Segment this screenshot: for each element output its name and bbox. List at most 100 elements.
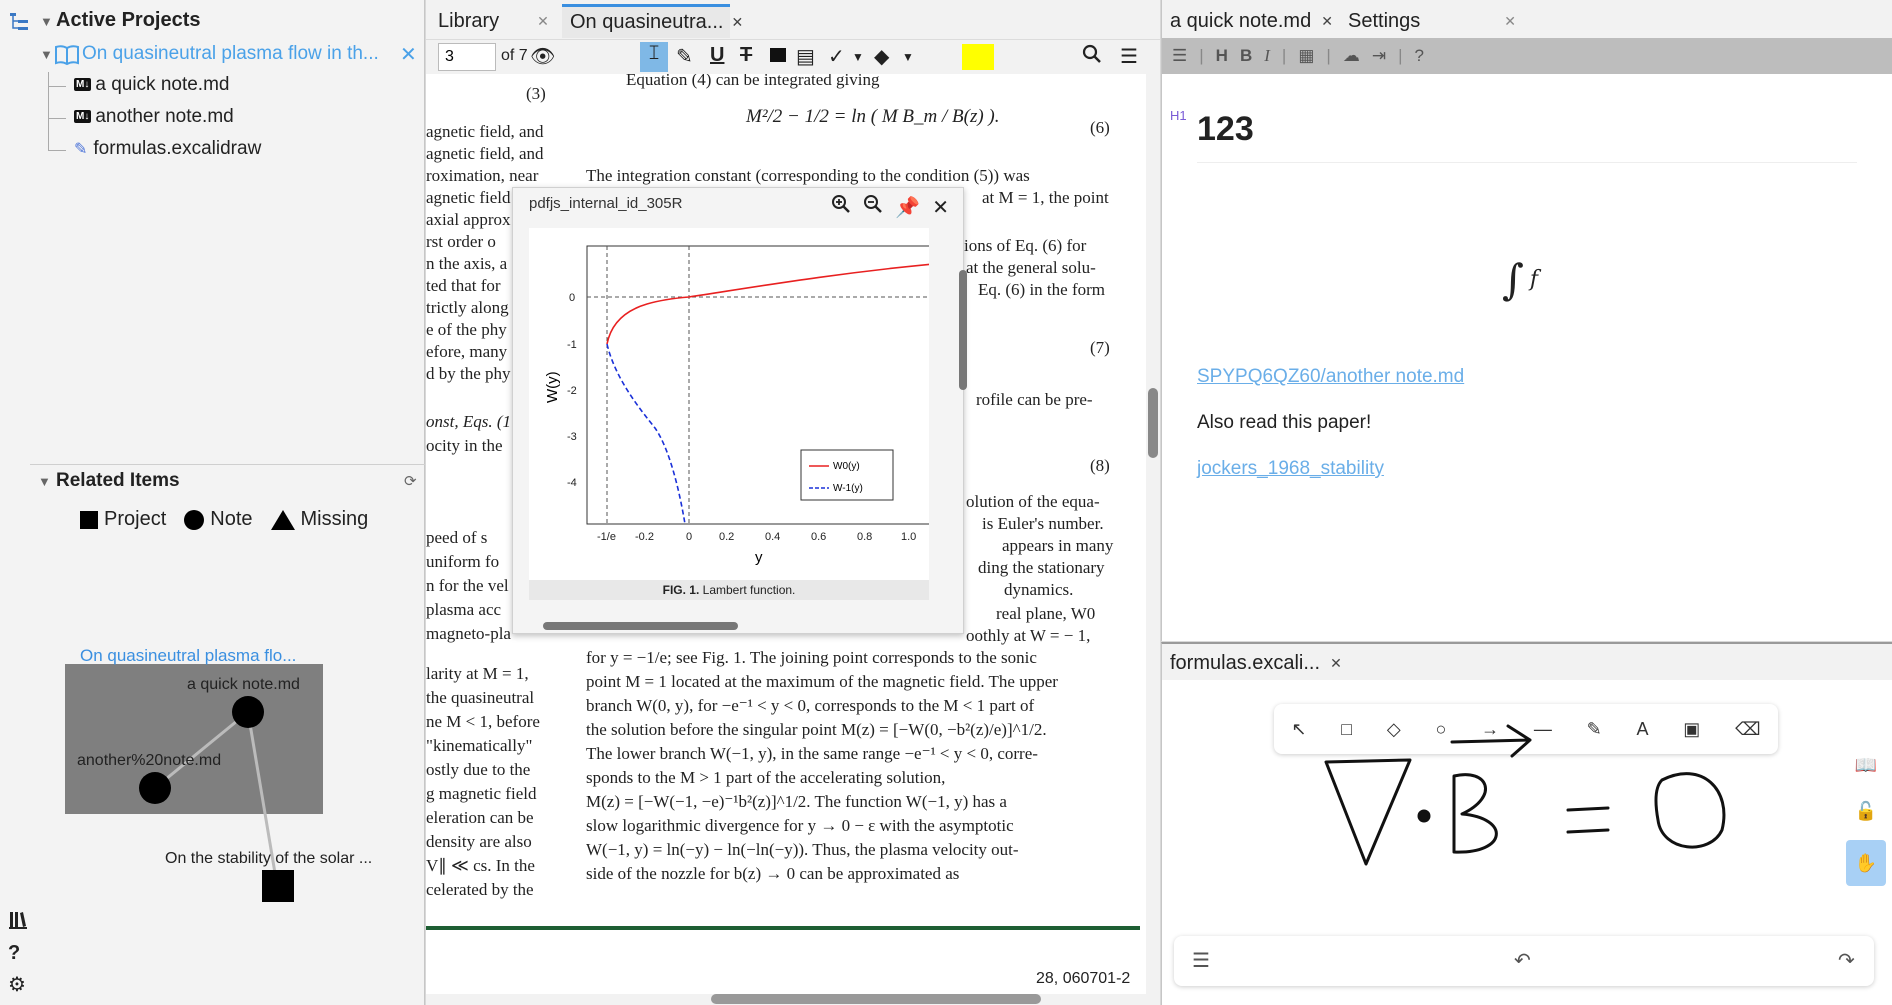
tab-label[interactable]: a quick note.md (1170, 9, 1312, 32)
tab-label[interactable]: Library (438, 9, 500, 32)
help-icon[interactable]: ? (8, 942, 21, 964)
pdf-line: larity at M = 1, (426, 664, 529, 683)
graph-project-title[interactable]: On quasineutral plasma flo... (80, 646, 297, 665)
undo-icon[interactable]: ↶ (1514, 950, 1531, 972)
close-tab-icon[interactable]: ✕ (537, 12, 549, 29)
menu-icon[interactable]: ☰ (1192, 950, 1210, 972)
line-tool-icon[interactable]: — (1533, 718, 1552, 739)
text-cursor-icon[interactable]: 𝙸 (640, 42, 668, 72)
graph-node-another-note[interactable] (139, 772, 171, 804)
figure-popup[interactable]: pdfjs_internal_id_305R 📌 ✕ 0 -1 (512, 187, 967, 634)
zoom-in-icon[interactable] (831, 194, 851, 220)
note-link-another-note[interactable]: SPYPQ6QZ60/another note.md (1197, 366, 1465, 387)
redo-icon[interactable]: ↷ (1838, 950, 1855, 972)
eraser-tool-icon[interactable]: ⌫ (1735, 718, 1761, 739)
ellipse-tool-icon[interactable]: ○ (1435, 718, 1447, 739)
hand-icon[interactable]: ✋ (1846, 840, 1886, 886)
tab-quick-note[interactable]: a quick note.md ✕ (1170, 4, 1333, 38)
page-number-input[interactable] (438, 43, 496, 71)
close-tab-icon[interactable]: ✕ (1504, 12, 1516, 29)
project-label[interactable]: On quasineutral plasma flow in th... (82, 43, 379, 64)
tree-item-quick-note[interactable]: M↓ a quick note.md (74, 74, 229, 96)
strikethrough-icon[interactable]: T (740, 44, 753, 66)
tab-settings[interactable]: Settings ✕ (1348, 4, 1516, 38)
legend-label: Missing (300, 508, 369, 530)
pdf-vertical-scrollbar[interactable] (1148, 388, 1158, 458)
pdf-horizontal-scrollbar[interactable] (711, 994, 1041, 1004)
graph-node-quick-note[interactable] (232, 696, 264, 728)
related-graph[interactable]: On quasineutral plasma flo... a quick no… (0, 640, 425, 920)
tree-item-label[interactable]: another note.md (95, 106, 234, 127)
pencil-tool-icon[interactable]: ✎ (1586, 718, 1602, 739)
related-caret-icon[interactable]: ▼ (38, 474, 51, 489)
square-icon (80, 510, 98, 529)
table-icon[interactable]: ▦ (1298, 46, 1315, 65)
chevron-down-icon[interactable]: ▼ (852, 50, 864, 64)
close-tab-icon[interactable]: ✕ (1321, 12, 1333, 29)
diamond-tool-icon[interactable]: ◇ (1386, 718, 1401, 739)
toolbar-separator: | (1281, 46, 1287, 65)
eye-icon[interactable]: 👁 (530, 46, 556, 68)
export-icon[interactable]: ⇥ (1371, 46, 1387, 65)
popup-vertical-scrollbar[interactable] (959, 270, 967, 390)
eraser-icon[interactable]: ◆ (874, 46, 890, 68)
pdf-line: rst order o (426, 232, 496, 251)
project-caret-icon[interactable]: ▼ (40, 47, 53, 62)
close-tab-icon[interactable]: ✕ (731, 14, 744, 30)
comment-icon[interactable]: ▤ (796, 46, 815, 68)
tree-view-icon[interactable] (8, 10, 30, 32)
tree-item-another-note[interactable]: M↓ another note.md (74, 106, 234, 128)
zoom-out-icon[interactable] (863, 194, 883, 220)
pdf-line: is Euler's number. (982, 514, 1104, 533)
lock-icon[interactable]: 🔓 (1854, 800, 1878, 821)
image-tool-icon[interactable]: ▣ (1683, 718, 1701, 739)
italic-icon[interactable]: I (1264, 46, 1270, 65)
bold-icon[interactable]: B (1239, 46, 1253, 65)
y-axis-label: W(y) (544, 371, 561, 403)
tab-label[interactable]: Settings (1348, 9, 1421, 32)
help-icon[interactable]: ? (1414, 46, 1424, 65)
library-icon[interactable] (8, 910, 28, 936)
outline-list-icon[interactable]: ☰ (1120, 46, 1138, 68)
graph-node-solar-paper[interactable] (262, 870, 294, 902)
highlight-color-swatch[interactable] (962, 44, 994, 70)
book-icon (54, 44, 80, 72)
close-tab-icon[interactable]: ✕ (1330, 654, 1342, 671)
tab-label[interactable]: On quasineutra... (570, 11, 724, 33)
library-book-icon[interactable]: 📖 (1854, 754, 1878, 775)
collapse-caret-icon[interactable]: ▼ (40, 14, 53, 29)
pdf-toolbar: of 7 👁 𝙸 ✎ U T ▤ ✓ ▼ ◆ ▼ ☰ (426, 40, 1160, 74)
close-project-icon[interactable]: ✕ (400, 44, 417, 66)
align-icon[interactable]: ☰ (1172, 46, 1188, 65)
rectangle-icon[interactable] (770, 48, 786, 62)
tab-label[interactable]: formulas.excali... (1170, 651, 1321, 674)
text-tool-icon[interactable]: A (1636, 718, 1649, 739)
tab-formulas[interactable]: formulas.excali... ✕ (1170, 646, 1342, 680)
tree-item-label[interactable]: a quick note.md (95, 74, 230, 95)
rectangle-tool-icon[interactable]: □ (1341, 718, 1353, 739)
search-icon[interactable] (1082, 44, 1102, 70)
chevron-down-icon[interactable]: ▼ (902, 50, 914, 64)
note-link-paper[interactable]: jockers_1968_stability (1197, 458, 1384, 479)
pointer-icon[interactable]: ↖ (1291, 718, 1307, 739)
ink-icon[interactable]: ✓ (828, 46, 845, 68)
tab-library[interactable]: Library ✕ (438, 4, 549, 38)
graph-project-box[interactable] (65, 664, 323, 814)
excalidraw-canvas[interactable] (1162, 680, 1892, 940)
refresh-icon[interactable]: ⟳ (404, 473, 417, 490)
upload-icon[interactable]: ☁ (1342, 46, 1360, 65)
note-heading[interactable]: 123 (1197, 110, 1254, 148)
note-pane: a quick note.md ✕ Settings ✕ ☰ | H B I |… (1161, 0, 1892, 641)
tree-item-label[interactable]: formulas.excalidraw (93, 138, 262, 159)
gear-icon[interactable]: ⚙ (8, 974, 26, 996)
popup-horizontal-scrollbar[interactable] (543, 622, 738, 630)
close-popup-icon[interactable]: ✕ (932, 196, 949, 219)
highlighter-icon[interactable]: ✎ (676, 46, 693, 68)
heading-icon[interactable]: H (1215, 46, 1228, 65)
tree-item-formulas[interactable]: ✎ formulas.excalidraw (74, 138, 261, 160)
project-item[interactable]: ▼ On quasineutral plasma flow in th... ✕ (0, 38, 425, 70)
tab-pdf[interactable]: On quasineutra... ✕ (562, 4, 743, 38)
underline-icon[interactable]: U (710, 44, 725, 66)
arrow-tool-icon[interactable]: → (1481, 718, 1500, 739)
pin-icon[interactable]: 📌 (895, 196, 921, 219)
